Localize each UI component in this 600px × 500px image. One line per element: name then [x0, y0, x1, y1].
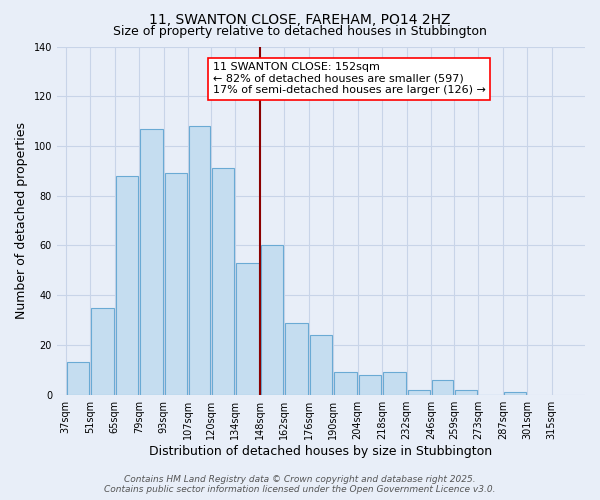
Bar — [189, 126, 210, 394]
Bar — [212, 168, 234, 394]
Bar — [407, 390, 430, 394]
Bar — [359, 375, 381, 394]
Bar — [140, 128, 163, 394]
Text: 11, SWANTON CLOSE, FAREHAM, PO14 2HZ: 11, SWANTON CLOSE, FAREHAM, PO14 2HZ — [149, 12, 451, 26]
Bar — [383, 372, 406, 394]
Bar — [164, 174, 187, 394]
Text: Contains HM Land Registry data © Crown copyright and database right 2025.
Contai: Contains HM Land Registry data © Crown c… — [104, 474, 496, 494]
Y-axis label: Number of detached properties: Number of detached properties — [15, 122, 28, 319]
X-axis label: Distribution of detached houses by size in Stubbington: Distribution of detached houses by size … — [149, 444, 493, 458]
Bar — [455, 390, 478, 394]
Bar — [261, 246, 283, 394]
Text: 11 SWANTON CLOSE: 152sqm
← 82% of detached houses are smaller (597)
17% of semi-: 11 SWANTON CLOSE: 152sqm ← 82% of detach… — [213, 62, 485, 96]
Bar — [116, 176, 138, 394]
Bar — [334, 372, 357, 394]
Bar — [91, 308, 113, 394]
Bar — [504, 392, 526, 394]
Bar — [285, 322, 308, 394]
Bar — [432, 380, 453, 394]
Text: Size of property relative to detached houses in Stubbington: Size of property relative to detached ho… — [113, 25, 487, 38]
Bar — [236, 263, 259, 394]
Bar — [67, 362, 89, 394]
Bar — [310, 335, 332, 394]
